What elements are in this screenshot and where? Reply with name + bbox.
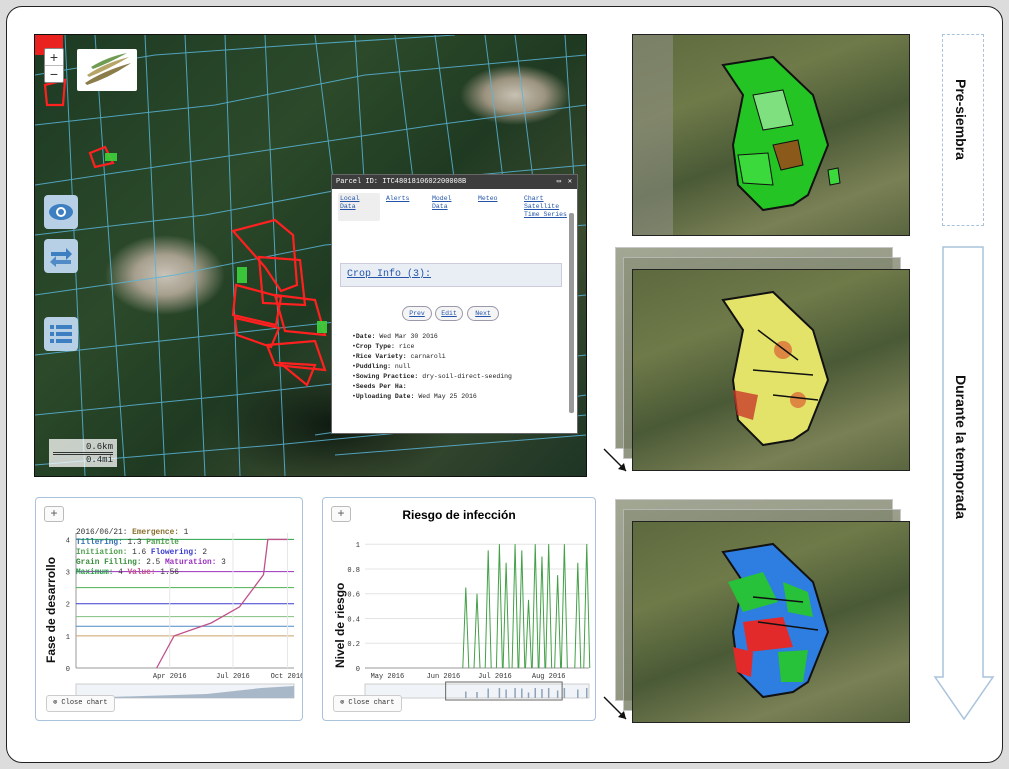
risk-spike: [545, 544, 553, 669]
season-arrow-icon: [933, 246, 995, 721]
satellite-in-season-1: [632, 269, 910, 471]
list-item: Seeds Per Ha:: [352, 382, 512, 392]
map-view[interactable]: + −: [34, 34, 587, 477]
prev-button[interactable]: Prev: [402, 306, 432, 321]
x-tick-label: Jul 2016: [478, 673, 512, 681]
y-tick-label: 0.2: [347, 641, 360, 649]
pre-season-box: [942, 34, 984, 226]
navigator-area: [76, 686, 294, 698]
arrow-icon: [603, 696, 627, 720]
y-tick-label: 1: [66, 634, 70, 642]
y-tick-label: 0.4: [347, 616, 360, 624]
list-icon: [50, 325, 72, 343]
risk-map-multicolor: [721, 542, 830, 699]
risk-chart: 0 0.2 0.4 0.6 0.8 1 May 2016 Jun 2016 Jul 2016 Au…: [347, 542, 591, 701]
popup-tabs: Local Data Alerts Model Data Meteo Chart…: [338, 193, 578, 221]
development-chart: 0 1 2 3 4 Apr 2016 Jul 2016 Oct 2016: [66, 533, 302, 699]
y-tick-label: 0.8: [347, 567, 360, 575]
y-tick-label: 0.6: [347, 592, 360, 600]
y-tick-label: 0: [66, 666, 70, 674]
visibility-button[interactable]: [44, 195, 78, 229]
risk-spike: [473, 593, 481, 669]
tab-model-data[interactable]: Model Data: [432, 195, 452, 210]
crop-info-title[interactable]: Crop Info (3):: [347, 269, 432, 280]
risk-spike: [538, 556, 546, 669]
eye-icon: [49, 204, 73, 220]
ndvi-map-green: [633, 35, 841, 235]
risk-spike: [560, 544, 568, 669]
arrow-icon: [603, 448, 627, 472]
tab-local-data[interactable]: Local Data: [338, 193, 380, 221]
scale-bar: 0.6km 0.4mi: [49, 439, 117, 467]
zoom-control: + −: [44, 48, 64, 83]
risk-spike: [502, 562, 510, 669]
satellite-pre-season: [632, 34, 910, 236]
zoom-in-button[interactable]: +: [45, 49, 63, 66]
list-item: Rice Variety: carnaroli: [352, 352, 512, 362]
tab-meteo[interactable]: Meteo: [478, 195, 498, 202]
list-item: Date: Wed Mar 30 2016: [352, 332, 512, 342]
figure-frame: + −: [6, 6, 1003, 763]
chart-legend: 2016/06/21: Emergence: 1 Tillering: 1.3 …: [76, 529, 226, 577]
y-tick-label: 3: [66, 570, 70, 578]
y-tick-label: 4: [66, 537, 70, 545]
risk-spike: [462, 587, 470, 669]
next-button[interactable]: Next: [467, 306, 499, 321]
list-item: Uploading Date: Wed May 25 2016: [352, 392, 512, 402]
development-series-line: [156, 538, 288, 669]
x-tick-label: Aug 2016: [532, 673, 566, 681]
tab-chart-satellite[interactable]: Chart Satellite Time Series: [524, 195, 567, 218]
zoom-out-button[interactable]: −: [49, 66, 59, 82]
x-tick-label: May 2016: [371, 673, 405, 681]
parcel-popup: Parcel ID: ITC4801810602200008B ▭ ✕ Loca…: [331, 174, 578, 434]
chart-title: Riesgo de infección: [402, 508, 516, 522]
navigator-window: [445, 681, 563, 701]
crop-info-list: Date: Wed Mar 30 2016 Crop Type: rice Ri…: [352, 332, 512, 402]
ndvi-map-yellow: [721, 290, 830, 447]
in-season-label: Durante la temporada: [953, 375, 969, 519]
close-icon[interactable]: ✕: [567, 178, 572, 186]
app-logo: [77, 49, 137, 91]
list-item: Crop Type: rice: [352, 342, 512, 352]
satellite-in-season-2: [632, 521, 910, 723]
risk-spike: [518, 550, 526, 669]
y-tick-label: 1: [356, 542, 360, 550]
expand-button[interactable]: +: [331, 506, 351, 522]
list-item: Sowing Practice: dry-soil-direct-seeding: [352, 372, 512, 382]
x-tick-label: Jul 2016: [216, 673, 250, 681]
edit-button[interactable]: Edit: [435, 306, 463, 321]
close-chart-button[interactable]: ⊗ Close chart: [46, 695, 115, 712]
x-tick-label: Oct 2016: [271, 673, 302, 681]
maximize-icon[interactable]: ▭: [556, 178, 561, 186]
risk-spike: [574, 562, 582, 669]
risk-spike: [583, 544, 591, 669]
wheat-logo-icon: [85, 53, 131, 85]
x-tick-label: Jun 2016: [427, 673, 461, 681]
crop-info-header[interactable]: Crop Info (3):: [340, 263, 562, 287]
popup-scrollbar[interactable]: [569, 213, 574, 413]
risk-spike: [525, 599, 533, 669]
y-tick-label: 2: [66, 602, 70, 610]
risk-spike: [554, 575, 562, 669]
scale-metric: 0.6km: [53, 442, 113, 453]
list-item: Puddling: null: [352, 362, 512, 372]
layer-list-button[interactable]: [44, 317, 78, 351]
swap-icon: [50, 248, 72, 267]
expand-button[interactable]: +: [44, 506, 64, 522]
pre-season-label: Pre-siembra: [953, 79, 969, 160]
development-chart-panel: + Fase de desarrollo 0 1 2 3 4 Apr 2016 Jul 20…: [35, 497, 303, 721]
x-tick-label: Apr 2016: [153, 673, 187, 681]
tab-alerts[interactable]: Alerts: [386, 195, 410, 202]
risk-spike: [495, 544, 503, 669]
y-tick-label: 0: [356, 666, 360, 674]
popup-header: Parcel ID: ITC4801810602200008B ▭ ✕: [332, 175, 577, 189]
swap-layers-button[interactable]: [44, 239, 78, 273]
scale-imperial: 0.4mi: [53, 454, 113, 465]
close-chart-button[interactable]: ⊗ Close chart: [333, 695, 402, 712]
popup-title: Parcel ID: ITC4801810602200008B: [336, 178, 467, 186]
risk-spike: [511, 544, 519, 669]
risk-spike: [484, 550, 492, 669]
risk-spike: [531, 544, 539, 669]
